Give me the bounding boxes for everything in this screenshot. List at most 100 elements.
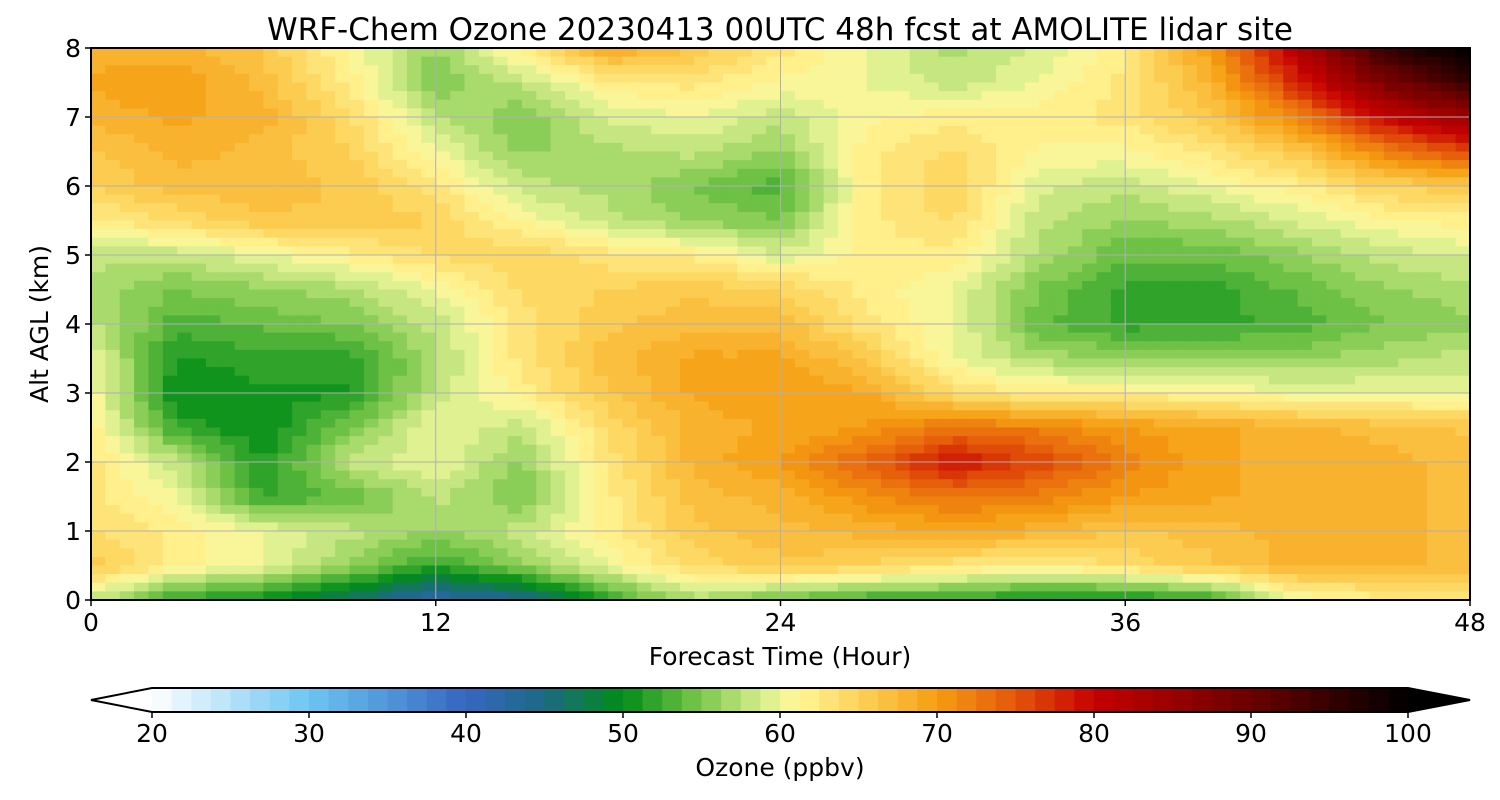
heatmap-cell xyxy=(464,142,480,153)
heatmap-cell xyxy=(938,151,954,161)
heatmap-cell xyxy=(622,108,638,118)
heatmap-cell xyxy=(1067,444,1083,454)
heatmap-cell xyxy=(665,479,681,489)
heatmap-cell xyxy=(651,186,667,196)
heatmap-cell xyxy=(234,487,250,498)
heatmap-cell xyxy=(435,263,451,273)
heatmap-cell xyxy=(665,324,681,334)
heatmap-cell xyxy=(292,358,308,368)
heatmap-cell xyxy=(1426,436,1442,446)
heatmap-cell xyxy=(1125,315,1141,325)
heatmap-cell xyxy=(464,151,480,161)
heatmap-cell xyxy=(105,375,121,385)
heatmap-cell xyxy=(737,108,753,118)
heatmap-cell xyxy=(1369,479,1385,489)
heatmap-cell xyxy=(234,479,250,489)
heatmap-cell xyxy=(1024,125,1040,135)
heatmap-cell xyxy=(292,108,308,118)
heatmap-cell xyxy=(866,151,882,161)
heatmap-cell xyxy=(1067,142,1083,153)
heatmap-cell xyxy=(1340,229,1356,239)
heatmap-cell xyxy=(1240,418,1256,429)
heatmap-cell xyxy=(1197,298,1213,308)
heatmap-cell xyxy=(866,401,882,411)
heatmap-cell xyxy=(1039,341,1055,351)
heatmap-cell xyxy=(1355,358,1371,368)
heatmap-cell xyxy=(550,99,566,109)
heatmap-cell xyxy=(521,418,537,429)
heatmap-cell xyxy=(478,315,494,325)
heatmap-cell xyxy=(737,280,753,291)
heatmap-cell xyxy=(119,436,135,446)
heatmap-cell xyxy=(1398,82,1414,92)
heatmap-cell xyxy=(1412,470,1428,480)
heatmap-cell xyxy=(1211,194,1227,204)
heatmap-cell xyxy=(766,160,782,170)
heatmap-cell xyxy=(579,91,595,101)
heatmap-cell xyxy=(464,280,480,291)
heatmap-cell xyxy=(579,444,595,454)
heatmap-cell xyxy=(665,220,681,230)
heatmap-cell xyxy=(809,255,825,265)
heatmap-cell xyxy=(967,142,983,153)
heatmap-cell xyxy=(450,48,466,58)
heatmap-cell xyxy=(737,229,753,239)
heatmap-cell xyxy=(263,168,279,178)
heatmap-cell xyxy=(1283,479,1299,489)
heatmap-cell xyxy=(335,272,351,282)
heatmap-cell xyxy=(995,436,1011,446)
heatmap-cell xyxy=(306,367,322,377)
heatmap-cell xyxy=(521,393,537,403)
heatmap-cell xyxy=(1426,306,1442,316)
heatmap-cell xyxy=(421,487,437,498)
heatmap-cell xyxy=(751,56,767,66)
heatmap-cell xyxy=(1139,91,1155,101)
heatmap-cell xyxy=(952,487,968,498)
heatmap-cell xyxy=(565,82,580,92)
heatmap-cell xyxy=(967,280,983,291)
heatmap-cell xyxy=(1441,246,1457,256)
heatmap-cell xyxy=(1254,289,1270,299)
heatmap-cell xyxy=(1168,462,1184,472)
heatmap-cell xyxy=(1125,203,1141,213)
heatmap-cell xyxy=(981,255,997,265)
heatmap-cell xyxy=(1153,168,1169,178)
heatmap-cell xyxy=(521,186,537,196)
heatmap-cell xyxy=(1340,263,1356,273)
heatmap-cell xyxy=(1096,462,1112,472)
heatmap-cell xyxy=(694,117,710,127)
heatmap-cell xyxy=(895,315,911,325)
heatmap-cell xyxy=(1297,306,1313,316)
heatmap-cell xyxy=(1297,315,1313,325)
heatmap-cell xyxy=(679,341,695,351)
heatmap-cell xyxy=(1010,272,1026,282)
heatmap-cell xyxy=(1283,453,1299,463)
heatmap-cell xyxy=(1053,393,1069,403)
heatmap-cell xyxy=(292,349,308,360)
heatmap-cell xyxy=(177,255,193,265)
heatmap-cell xyxy=(1297,99,1313,109)
heatmap-cell xyxy=(679,237,695,247)
heatmap-cell xyxy=(521,211,537,222)
heatmap-cell xyxy=(1110,255,1126,265)
heatmap-cell xyxy=(478,444,494,454)
heatmap-cell xyxy=(1125,324,1141,334)
heatmap-cell xyxy=(1369,56,1385,66)
heatmap-cell xyxy=(191,289,207,299)
heatmap-cell xyxy=(1398,134,1414,144)
heatmap-cell xyxy=(995,56,1011,66)
heatmap-cell xyxy=(1297,255,1313,265)
heatmap-cell xyxy=(1383,255,1399,265)
heatmap-cell xyxy=(1110,56,1126,66)
heatmap-cell xyxy=(536,341,552,351)
heatmap-cell xyxy=(1268,418,1284,429)
heatmap-cell xyxy=(1197,427,1213,437)
heatmap-cell xyxy=(852,117,868,127)
heatmap-cell xyxy=(780,453,796,463)
heatmap-cell xyxy=(794,479,810,489)
heatmap-cell xyxy=(1067,358,1083,368)
heatmap-cell xyxy=(651,211,667,222)
heatmap-cell xyxy=(162,444,178,454)
heatmap-cell xyxy=(191,263,207,273)
heatmap-cell xyxy=(1340,56,1356,66)
